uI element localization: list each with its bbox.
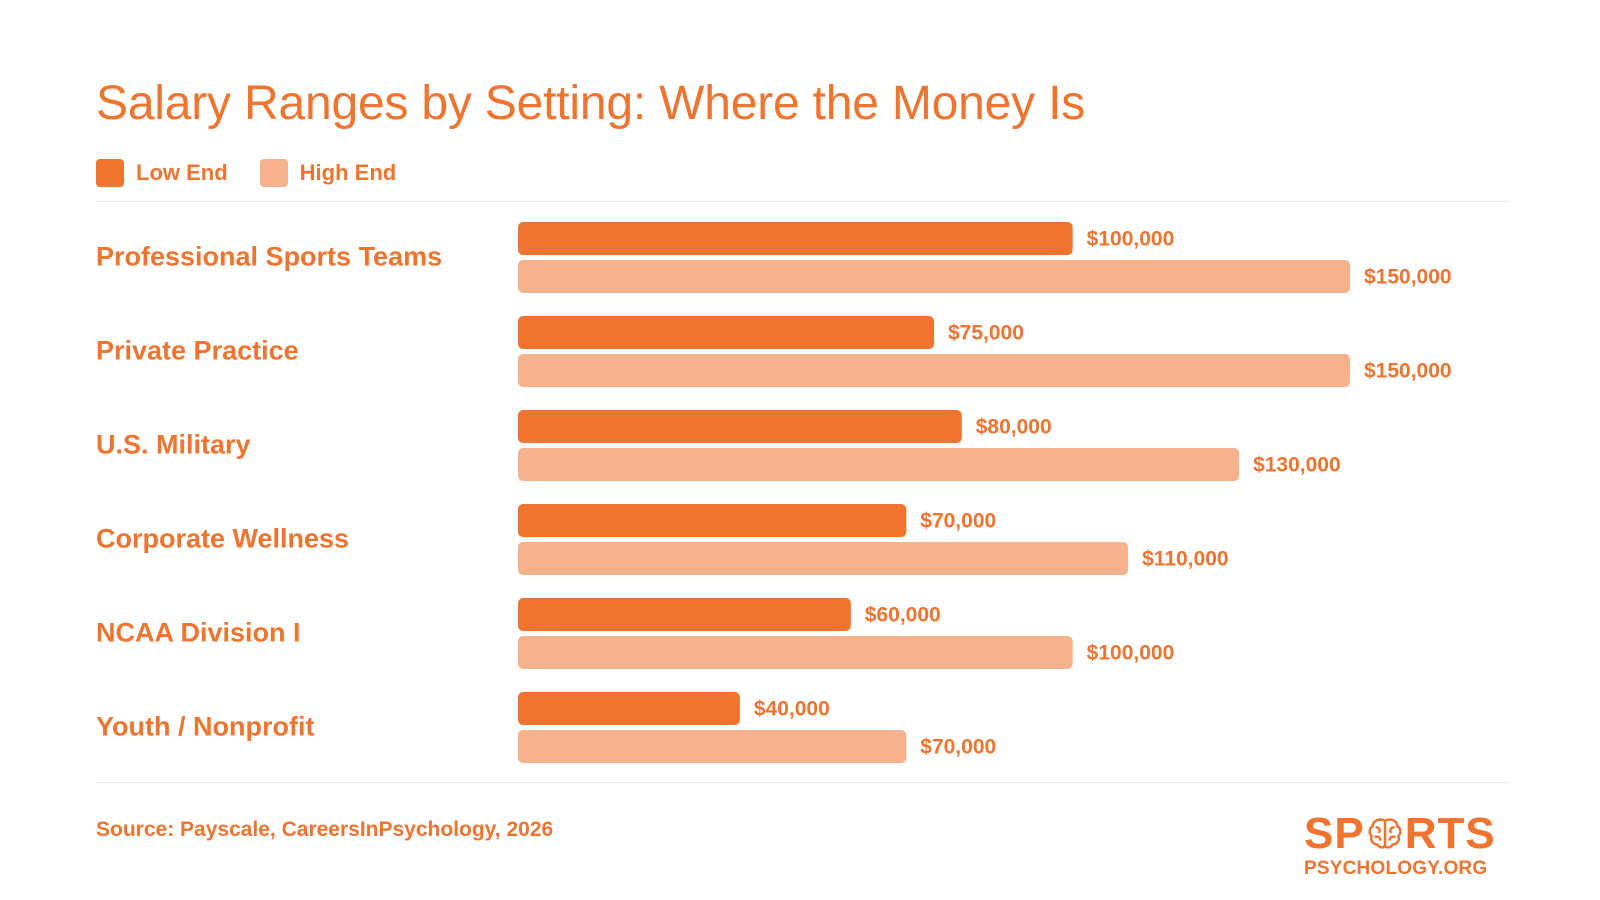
bar-group: Corporate Wellness $70,000 $110,000 — [96, 504, 1229, 575]
bar-low — [518, 316, 934, 349]
legend-item-high: High End — [259, 159, 397, 187]
legend-swatch-low — [96, 159, 124, 187]
logo-subtext: PSYCHOLOGY.ORG — [1304, 858, 1488, 879]
bar-low — [518, 692, 740, 725]
bar-group: Youth / Nonprofit $40,000 $70,000 — [96, 692, 996, 763]
bar-high — [518, 448, 1240, 481]
legend-label-high: High End — [299, 160, 397, 185]
data-label-low: $100,000 — [1087, 228, 1175, 251]
category-label: Corporate Wellness — [96, 524, 349, 554]
bottom-divider — [96, 782, 1510, 783]
legend-label-low: Low End — [136, 160, 228, 185]
category-label: Youth / Nonprofit — [96, 712, 314, 742]
data-label-high: $70,000 — [920, 736, 996, 759]
category-label: U.S. Military — [96, 430, 251, 460]
data-label-high: $150,000 — [1364, 360, 1452, 383]
bar-low — [518, 410, 962, 443]
data-label-high: $110,000 — [1142, 548, 1228, 571]
bar-group: Private Practice $75,000 $150,000 — [96, 316, 1452, 387]
data-label-low: $80,000 — [976, 416, 1052, 439]
data-label-high: $100,000 — [1087, 642, 1175, 665]
category-label: Private Practice — [96, 336, 299, 366]
source-note: Source: Payscale, CareersInPsychology, 2… — [96, 818, 554, 841]
chart-title: Salary Ranges by Setting: Where the Mone… — [96, 77, 1086, 130]
bar-low — [518, 504, 907, 537]
top-divider — [96, 201, 1510, 202]
logo-text-left: SP — [1304, 809, 1365, 858]
bar-high — [518, 542, 1129, 575]
bar-group: Professional Sports Teams $100,000 $150,00… — [96, 222, 1452, 293]
brain-icon — [1368, 818, 1402, 849]
bar-low — [518, 222, 1073, 255]
logo-wordmark: SP RTS — [1304, 812, 1504, 856]
category-label: NCAA Division I — [96, 618, 301, 648]
bar-group: NCAA Division I $60,000 $100,000 — [96, 598, 1174, 669]
legend-swatch-high — [259, 159, 288, 187]
data-label-low: $75,000 — [948, 322, 1024, 345]
data-label-high: $130,000 — [1253, 454, 1341, 477]
bar-high — [518, 354, 1350, 387]
category-label: Professional Sports Teams — [96, 242, 442, 272]
legend: Low End High End — [96, 159, 428, 187]
bar-high — [518, 636, 1073, 669]
data-label-low: $60,000 — [865, 604, 941, 627]
logo-text-right: RTS — [1404, 809, 1496, 858]
data-label-high: $150,000 — [1364, 266, 1452, 289]
bar-low — [518, 598, 851, 631]
sportspsychology-logo: SP RTS PSYCHOLOGY.ORG — [1304, 812, 1504, 880]
bar-group: U.S. Military $80,000 $130,000 — [96, 410, 1341, 481]
bar-high — [518, 730, 907, 763]
legend-item-low: Low End — [96, 159, 228, 187]
bar-high — [518, 260, 1350, 293]
data-label-low: $40,000 — [754, 698, 830, 721]
data-label-low: $70,000 — [920, 510, 996, 533]
